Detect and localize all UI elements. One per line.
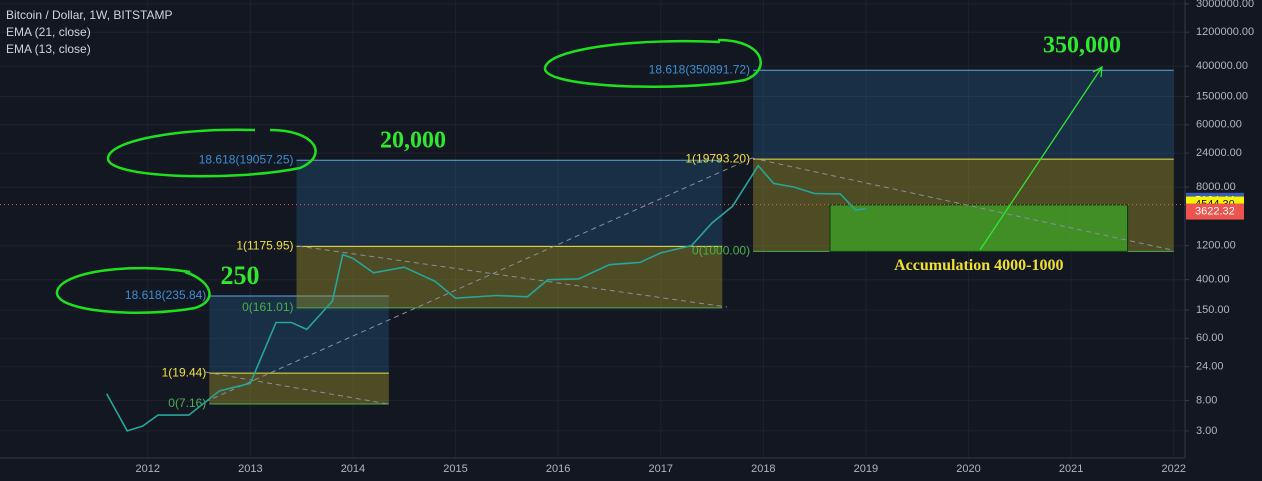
fib-zone (296, 160, 723, 247)
y-tick-label: 8000.00 (1196, 181, 1236, 193)
fib-label: 1(19793.20) (685, 151, 750, 165)
fib-label: 18.618(235.84) (125, 288, 206, 302)
x-tick-label: 2021 (1059, 463, 1083, 475)
price-label-bg (1186, 203, 1244, 220)
accumulation-zone (829, 204, 1129, 252)
fib-label: 18.618(350891.72) (649, 62, 750, 76)
axes: 2012 2013 2014 2015 2016 2017 2018 2019 2020 2021… (135, 0, 1254, 475)
y-tick-label: 8.00 (1196, 395, 1217, 407)
plot: Accumulation 4000-1000 (0, 164, 1185, 432)
y-tick-label: 400000.00 (1196, 60, 1248, 72)
x-tick-label: 2019 (854, 463, 878, 475)
y-tick-label: 1200000.00 (1196, 26, 1254, 38)
x-tick-label: 2018 (751, 463, 775, 475)
fib-label: 0(1000.00) (692, 244, 750, 258)
arrow-line (979, 66, 1103, 251)
annotation: 20,000 (380, 128, 446, 154)
x-tick-label: 2012 (135, 463, 159, 475)
y-tick-label: 60000.00 (1196, 119, 1242, 131)
x-tick-label: 2016 (546, 463, 570, 475)
annotation: 350,000 (1043, 33, 1121, 59)
hand-circle (106, 128, 317, 178)
y-tick-label: 3.00 (1196, 425, 1217, 437)
hand-circle (55, 266, 211, 314)
x-tick-label: 2015 (443, 463, 467, 475)
y-tick-label: 1200.00 (1196, 240, 1236, 252)
trend-lines (204, 157, 1173, 405)
chart-title: Bitcoin / Dollar, 1W, BITSTAMP (6, 8, 173, 22)
trend-line (297, 245, 728, 308)
fib-boxes: 0(7.16) 1(19.44) 18.618(235.84) 0(161.01) 1(… (125, 62, 1174, 410)
fib-label: 0(7.16) (168, 396, 206, 410)
y-tick-label: 60.00 (1196, 332, 1224, 344)
x-tick-label: 2013 (238, 463, 262, 475)
fib-zone (296, 246, 723, 308)
fib-label: 18.618(19057.25) (199, 152, 294, 166)
fib-label: 0(161.01) (242, 300, 293, 314)
hand-circle (543, 38, 762, 88)
y-tick-label: 150.00 (1196, 304, 1230, 316)
fib-label: 1(19.44) (162, 365, 207, 379)
y-tick-label: 150000.00 (1196, 90, 1248, 102)
trend-line (204, 157, 753, 403)
price-label: 3622.32 (1195, 205, 1235, 217)
indicator-label: EMA (21, close) (6, 25, 91, 39)
hand-circles (55, 38, 762, 314)
arrow (979, 65, 1103, 251)
x-tick-label: 2020 (956, 463, 980, 475)
x-tick-label: 2017 (648, 463, 672, 475)
y-tick-label: 3000000.00 (1196, 0, 1254, 10)
x-tick-label: 2014 (341, 463, 365, 475)
fib-label: 1(1175.95) (236, 239, 293, 253)
zone-label: Accumulation 4000-1000 (894, 257, 1063, 274)
y-tick-label: 24.00 (1196, 361, 1224, 373)
annotation: 250 (221, 261, 260, 290)
indicator-label: EMA (13, close) (6, 42, 91, 56)
y-tick-label: 400.00 (1196, 274, 1230, 286)
fib-zone (753, 70, 1174, 160)
arrow-head (1092, 65, 1103, 78)
trend-line (204, 371, 389, 405)
price-line (105, 164, 867, 432)
y-tick-label: 24000.00 (1196, 147, 1242, 159)
x-tick-label: 2022 (1161, 463, 1185, 475)
